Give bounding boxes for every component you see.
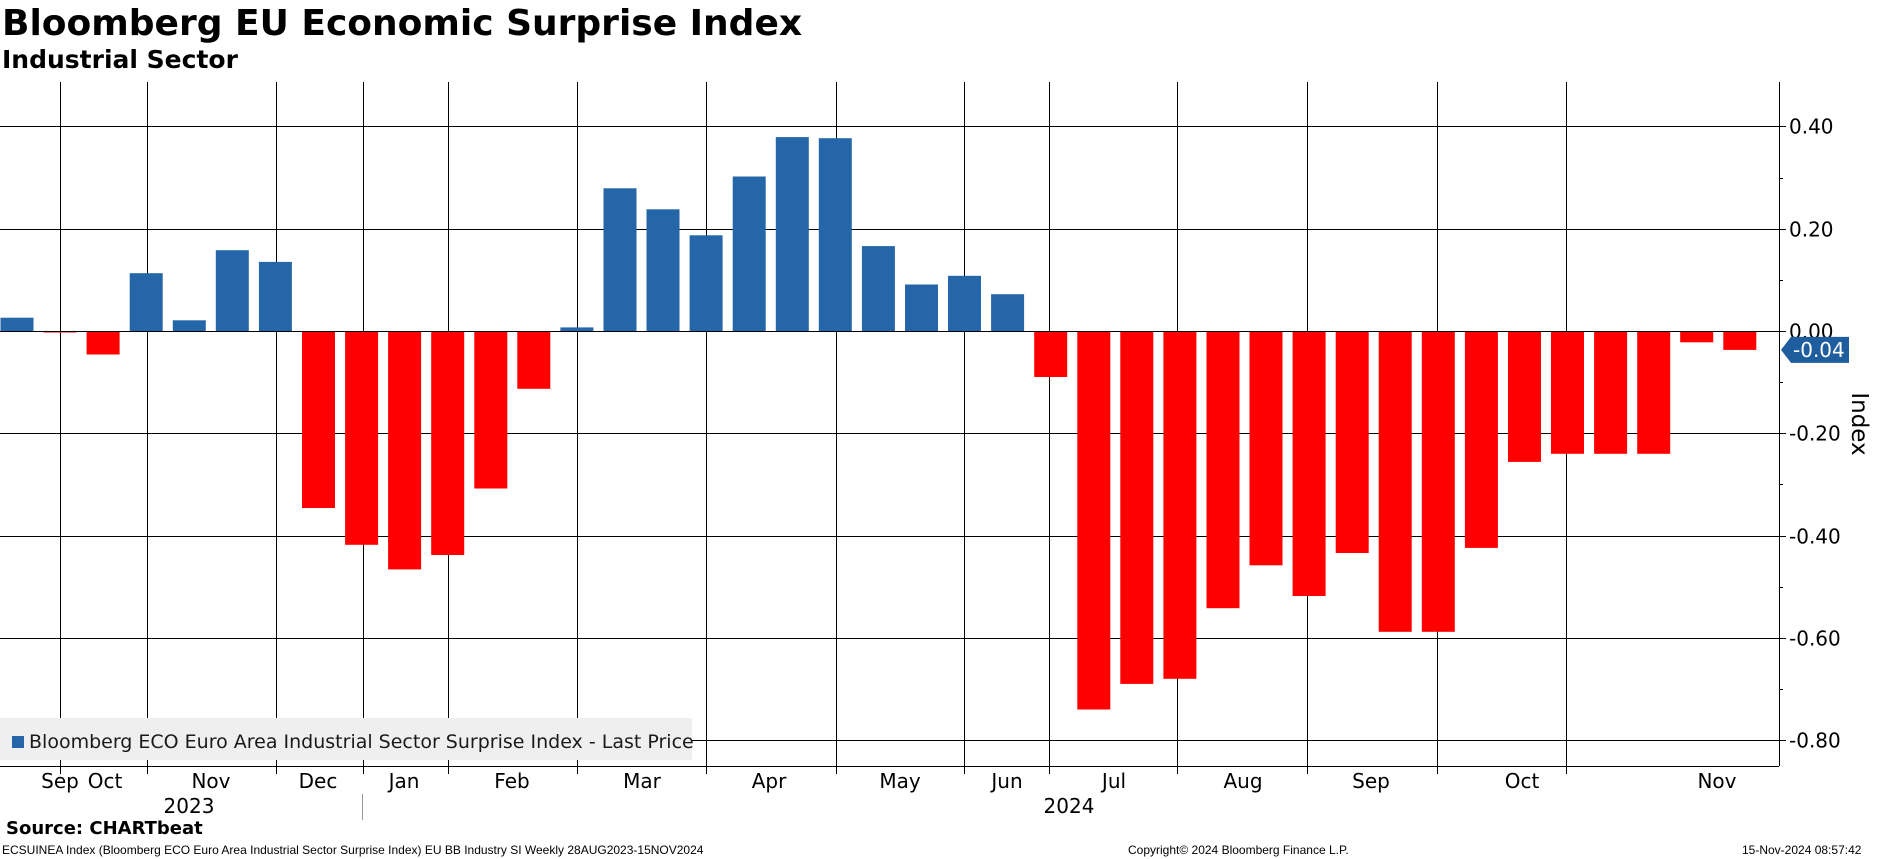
bar (1120, 331, 1154, 684)
x-month-label: Nov (191, 769, 230, 793)
x-month-label: Sep (41, 769, 79, 793)
x-month-label: May (879, 769, 921, 793)
bar-chart: 0.400.200.00-0.20-0.40-0.60-0.80-0.04Ind… (0, 82, 1872, 820)
x-month-label: Jun (989, 769, 1022, 793)
copyright: Copyright© 2024 Bloomberg Finance L.P. (1128, 843, 1349, 857)
x-year-label: 2024 (1044, 794, 1095, 818)
legend-label: Bloomberg ECO Euro Area Industrial Secto… (29, 731, 694, 753)
bar (861, 246, 895, 331)
bar (818, 138, 852, 331)
x-month-label: Oct (88, 769, 123, 793)
bar (1723, 331, 1757, 350)
last-value-label: -0.04 (1793, 338, 1845, 362)
x-month-label: Jul (1100, 769, 1126, 793)
bar (474, 331, 508, 489)
bar (1077, 331, 1111, 710)
bar (905, 284, 938, 331)
bar (302, 331, 335, 508)
y-axis-title: Index (1846, 392, 1872, 455)
bar (1421, 331, 1455, 632)
source-label: Source: CHARTbeat (6, 818, 203, 839)
index-description: ECSUINEA Index (Bloomberg ECO Euro Area … (2, 843, 704, 857)
x-month-label: Jan (387, 769, 420, 793)
bar (1034, 331, 1068, 377)
bar (1378, 331, 1412, 632)
y-tick-label: -0.20 (1789, 422, 1841, 446)
bar (1637, 331, 1671, 454)
bar (775, 137, 809, 331)
bar (0, 317, 34, 331)
bar (560, 327, 594, 331)
bar (517, 331, 551, 389)
chart-subtitle: Industrial Sector (2, 45, 238, 74)
y-tick-label: -0.80 (1789, 729, 1841, 753)
bar (1292, 331, 1326, 596)
bar (86, 331, 120, 355)
bar (1680, 331, 1714, 343)
x-month-label: Mar (623, 769, 662, 793)
x-month-label: Feb (494, 769, 529, 793)
bar (172, 320, 206, 331)
x-month-label: Dec (299, 769, 338, 793)
x-month-label: Sep (1352, 769, 1390, 793)
legend: Bloomberg ECO Euro Area Industrial Secto… (0, 718, 694, 760)
bar (215, 250, 249, 331)
bar (646, 209, 680, 331)
timestamp: 15-Nov-2024 08:57:42 (1742, 843, 1862, 857)
legend-swatch (12, 736, 24, 748)
x-month-label: Aug (1223, 769, 1262, 793)
y-tick-label: -0.40 (1789, 525, 1841, 549)
y-tick-label: -0.60 (1789, 627, 1841, 651)
bar (991, 294, 1025, 331)
bar (948, 275, 981, 331)
bar (1508, 331, 1541, 462)
bar (431, 331, 465, 555)
x-month-label: Nov (1697, 769, 1736, 793)
axes: 0.400.200.00-0.20-0.40-0.60-0.80-0.04Ind… (0, 82, 1872, 820)
bar (732, 176, 766, 331)
chart-title: Bloomberg EU Economic Surprise Index (2, 3, 803, 44)
bars (0, 137, 1757, 710)
bar (129, 273, 163, 331)
y-tick-label: 0.20 (1789, 218, 1834, 242)
x-year-label: 2023 (164, 794, 215, 818)
bar (1551, 331, 1584, 454)
bar (1464, 331, 1498, 548)
bar (603, 188, 637, 331)
bar (1335, 331, 1369, 553)
x-month-label: Oct (1505, 769, 1540, 793)
bar (1249, 331, 1283, 566)
bar (1163, 331, 1197, 679)
bar (1206, 331, 1240, 609)
last-value-marker (1781, 336, 1849, 363)
bar (258, 261, 292, 331)
bar (1594, 331, 1628, 454)
bar (345, 331, 379, 545)
legend-box (0, 718, 692, 760)
y-tick-label: 0.40 (1789, 115, 1834, 139)
last-value-callout: -0.04 (1781, 336, 1849, 363)
bar (388, 331, 422, 570)
bar (689, 235, 723, 331)
x-month-label: Apr (752, 769, 787, 793)
